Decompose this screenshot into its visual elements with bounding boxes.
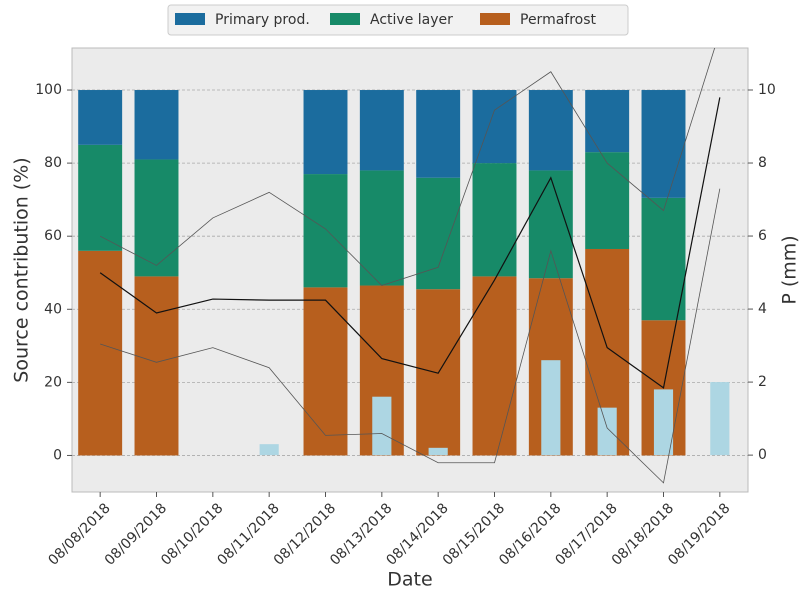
bar-segment [78,250,123,456]
legend-swatch [480,13,510,25]
bar-segment [134,159,179,277]
bar-segment [641,197,686,321]
bar-segment [359,90,404,171]
bar-segment [528,90,573,171]
precip-bar [597,407,617,456]
y2-tick-label: 10 [758,82,776,98]
precip-bar [653,389,674,456]
y2-tick-label: 6 [758,228,767,244]
legend-label: Permafrost [520,12,597,28]
y-tick-label: 40 [44,301,62,317]
bar-segment [472,276,517,456]
line [99,48,716,286]
bar-segment [134,90,179,160]
y2-tick-label: 2 [758,374,767,390]
y-tick-label: 80 [44,155,62,171]
bar-segment [528,170,573,279]
precip-bar [710,382,730,456]
bar-segment [78,144,123,251]
bar-segment [641,90,686,198]
y2-tick-label: 8 [758,155,767,171]
y2-tick-label: 0 [758,447,767,463]
bar-segment [359,170,404,286]
x-axis-title: Date [387,569,432,591]
precip-bar [372,396,392,456]
y-tick-label: 100 [35,82,62,98]
bar-segment [303,90,348,175]
bar-segment [303,174,348,288]
precip-bar [428,447,448,456]
y-axis-title: Source contribution (%) [11,157,33,382]
y-tick-label: 0 [53,447,62,463]
legend-swatch [330,13,360,25]
bar-segment [416,90,461,178]
bar-segment [416,177,461,290]
precip-bar [259,444,279,456]
bar-segment [585,90,630,153]
line [100,188,721,484]
y2-tick-label: 4 [758,301,767,317]
legend-label: Primary prod. [215,12,310,28]
y-tick-label: 20 [44,374,62,390]
legend-swatch [175,13,205,25]
legend-box [167,4,629,36]
line [99,97,721,389]
y-tick-label: 60 [44,228,62,244]
y2-axis-title: P (mm) [779,235,801,304]
plot-area [71,47,749,493]
bar-segment [472,163,517,277]
bar-segment [78,90,123,145]
bar-segment [585,152,630,249]
bar-segment [134,276,179,456]
legend-label: Active layer [370,12,453,28]
precip-bar [541,360,561,456]
bar-segment [303,287,348,456]
